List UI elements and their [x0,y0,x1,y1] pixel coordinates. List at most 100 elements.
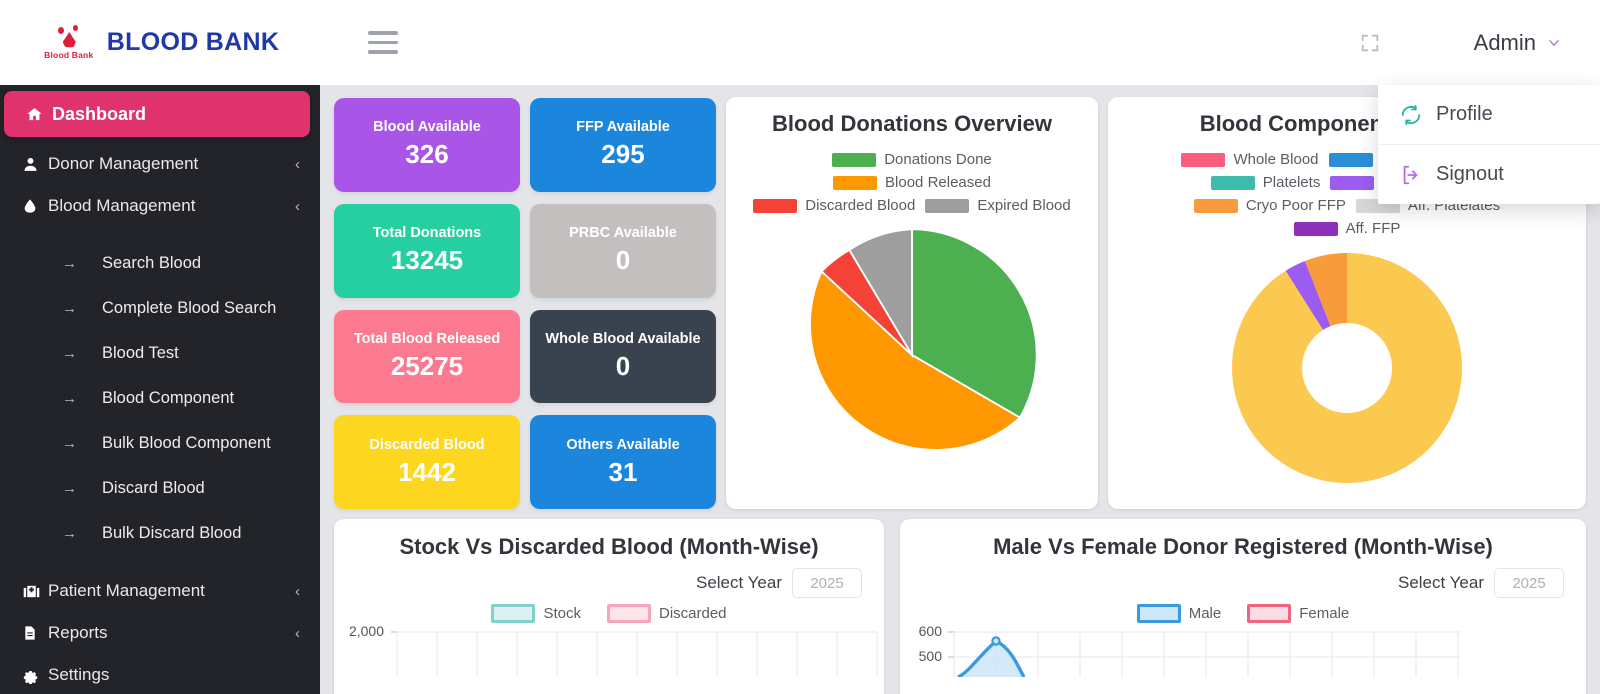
stat-card-blood-available[interactable]: Blood Available 326 [334,98,520,192]
sidebar-subitem-blood-component-label: Blood Component [102,389,235,407]
year-select-input[interactable]: 2025 [1494,568,1564,598]
admin-menu-button[interactable]: Admin [1460,24,1578,62]
sidebar-subitem-blood-test[interactable]: → Blood Test [0,331,320,376]
legend-label: Stock [543,605,581,622]
stat-card-others-available[interactable]: Others Available 31 [530,415,716,509]
sidebar-spacer [0,227,320,241]
legend-item-donations-done[interactable]: Donations Done [742,151,1082,168]
stat-card-whole-blood-available[interactable]: Whole Blood Available 0 [530,309,716,404]
arrow-right-icon: → [62,480,77,497]
hamburger-icon[interactable] [368,26,402,60]
menu-item-profile[interactable]: Profile [1378,85,1600,144]
legend-stock-discarded: Stock Discarded [334,598,884,623]
sidebar-item-settings-label: Settings [48,665,110,684]
sidebar-subitem-bulk-discard-blood[interactable]: → Bulk Discard Blood [0,511,320,556]
arrow-right-icon: → [62,255,77,272]
legend-donations: Donations Done Blood Released Discarded … [726,137,1098,214]
arrow-right-icon: → [62,435,77,452]
legend-swatch [1136,604,1181,623]
year-selector-stock: Select Year 2025 [334,560,884,598]
legend-label: Aff. FFP [1345,220,1401,237]
legend-swatch [1328,152,1373,167]
sidebar-subitem-discard-blood[interactable]: → Discard Blood [0,466,320,511]
legend-label: Cryo Poor FFP [1245,197,1346,214]
sidebar-item-donor-management[interactable]: Donor Management ‹ [0,143,320,185]
legend-item-discarded[interactable]: Discarded [606,604,727,623]
line-chart-male-female[interactable]: 600 500 [900,623,1586,677]
sidebar-item-patient-management[interactable]: Patient Management ‹ [0,570,320,612]
select-year-label: Select Year [1397,573,1484,592]
stat-title: Blood Available [373,119,481,136]
sidebar-item-settings[interactable]: Settings [0,654,320,694]
sidebar-subitem-blood-component[interactable]: → Blood Component [0,376,320,421]
arrow-right-icon: → [62,300,77,317]
legend-swatch [925,198,970,213]
legend-item-blood-released[interactable]: Blood Released [742,174,1082,191]
sidebar-subitem-bulk-blood-component-label: Bulk Blood Component [102,434,271,452]
legend-item-stock[interactable]: Stock [491,604,581,623]
y-axis-tick: 2,000 [348,623,384,639]
legend-item-platelets[interactable]: Platelets [1210,174,1321,191]
stat-value: 0 [615,350,631,381]
legend-swatch [1193,198,1238,213]
sidebar-subitem-search-blood[interactable]: → Search Blood [0,241,320,286]
legend-swatch [1247,604,1292,623]
stat-card-prbc-available[interactable]: PRBC Available 0 [530,203,716,298]
legend-item-discarded-blood[interactable]: Discarded Blood [753,197,915,214]
menu-item-profile-label: Profile [1436,103,1493,125]
stat-card-discarded-blood[interactable]: Discarded Blood 1442 [334,415,520,509]
stat-card-total-blood-released[interactable]: Total Blood Released 25275 [334,309,520,404]
legend-male-female: Male Female [900,598,1586,623]
fullscreen-icon[interactable] [1348,21,1392,65]
sidebar-item-blood-management-label: Blood Management [48,196,196,215]
legend-item-aff-ffp[interactable]: Aff. FFP [1293,220,1401,237]
sidebar-item-reports-label: Reports [48,623,108,642]
stat-card-ffp-available[interactable]: FFP Available 295 [530,98,716,192]
legend-swatch [833,175,878,190]
stat-title: Whole Blood Available [545,330,701,347]
sidebar-item-dashboard[interactable]: Dashboard [4,91,310,137]
stat-card-total-donations[interactable]: Total Donations 13245 [334,203,520,298]
legend-label: Donations Done [884,151,992,168]
stat-value: 13245 [390,245,464,276]
stat-title: Others Available [566,436,680,453]
sidebar-subitem-complete-blood-search[interactable]: → Complete Blood Search [0,286,320,331]
stat-value: 31 [608,456,638,487]
stat-title: FFP Available [576,119,670,136]
legend-label: Female [1299,605,1350,622]
sidebar-item-blood-management[interactable]: Blood Management ‹ [0,185,320,227]
legend-item-whole-blood[interactable]: Whole Blood [1181,151,1319,168]
donut-chart-components[interactable] [1108,237,1586,493]
sidebar-spacer-2 [0,556,320,570]
line-chart-stock-discarded[interactable]: 2,000 [334,623,884,677]
logout-icon [1403,165,1418,184]
chevron-left-icon: ‹ [295,155,300,173]
document-icon [22,624,48,642]
brand-logo[interactable]: Blood Bank BLOOD BANK [0,0,320,85]
legend-swatch [753,198,798,213]
legend-item-female[interactable]: Female [1247,604,1349,623]
arrow-right-icon: → [62,390,77,407]
legend-item-expired-blood[interactable]: Expired Blood [925,197,1071,214]
user-icon [22,156,48,173]
hospital-icon [22,583,48,600]
legend-label: Expired Blood [977,197,1071,214]
stock-vs-discarded-card: Stock Vs Discarded Blood (Month-Wise) Se… [334,519,884,694]
app-title: BLOOD BANK [106,28,280,56]
pie-chart-donations[interactable] [726,214,1098,486]
sidebar-subitem-discard-blood-label: Discard Blood [102,479,205,497]
stat-title: Total Donations [372,225,482,242]
year-select-input[interactable]: 2025 [792,568,862,598]
sidebar-subitem-bulk-blood-component[interactable]: → Bulk Blood Component [0,421,320,466]
legend-item-male[interactable]: Male [1136,604,1222,623]
legend-label: Male [1188,605,1222,622]
legend-swatch [1181,152,1226,167]
top-bar: Blood Bank BLOOD BANK Admin [0,0,1600,85]
legend-label: Platelets [1262,174,1321,191]
gear-icon [22,667,48,684]
sidebar-item-donor-management-label: Donor Management [48,154,199,173]
sidebar-item-reports[interactable]: Reports ‹ [0,612,320,654]
legend-item-cryo-poor-ffp[interactable]: Cryo Poor FFP [1193,197,1346,214]
sidebar-item-dashboard-label: Dashboard [52,103,147,124]
menu-item-signout[interactable]: Signout [1378,144,1600,204]
